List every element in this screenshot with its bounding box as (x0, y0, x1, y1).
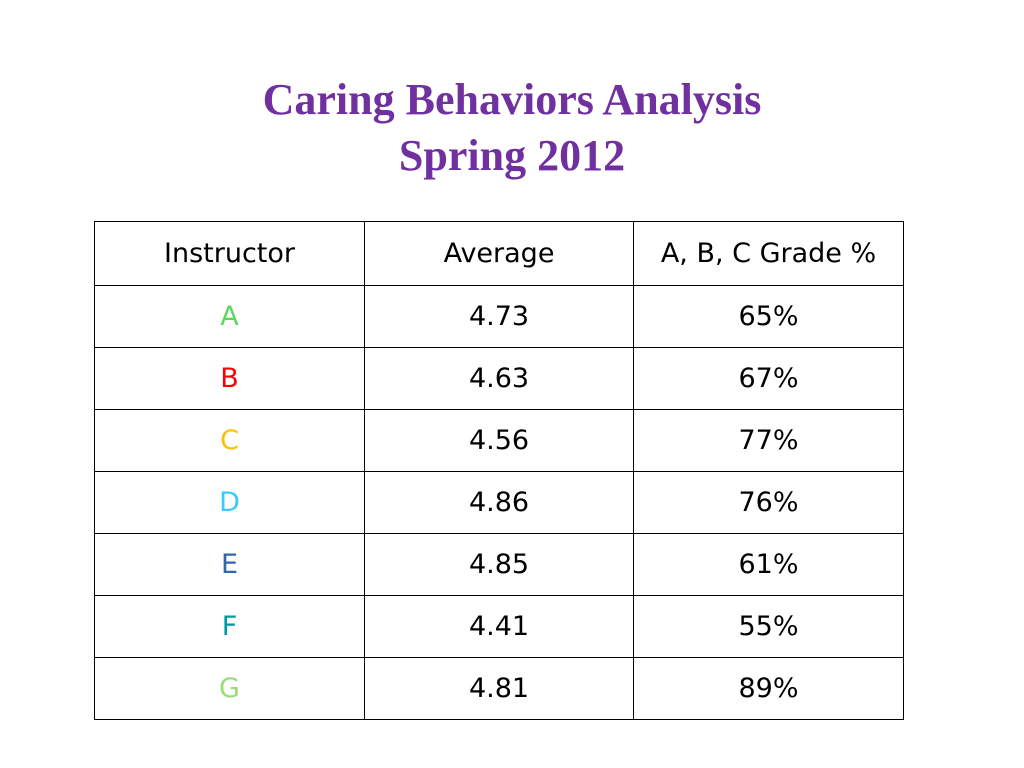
table-row: C 4.56 77% (94, 409, 904, 472)
table-row: B 4.63 67% (94, 347, 904, 410)
title-line-2: Spring 2012 (398, 131, 626, 180)
title-line-1: Caring Behaviors Analysis (262, 75, 762, 124)
table-body: A 4.73 65% B 4.63 67% C 4.56 77% D 4.86 … (94, 285, 904, 720)
grade-pct-cell: 61% (633, 533, 904, 596)
table-row: D 4.86 76% (94, 471, 904, 534)
results-table: Instructor Average A, B, C Grade % A 4.7… (94, 221, 904, 720)
header-grade-pct: A, B, C Grade % (633, 221, 904, 286)
slide-title: Caring Behaviors Analysis Spring 2012 (0, 72, 1024, 184)
grade-pct-cell: 67% (633, 347, 904, 410)
instructor-cell: B (94, 347, 365, 410)
grade-pct-cell: 65% (633, 285, 904, 348)
average-cell: 4.85 (364, 533, 634, 596)
table-row: F 4.41 55% (94, 595, 904, 658)
table-row: E 4.85 61% (94, 533, 904, 596)
grade-pct-cell: 77% (633, 409, 904, 472)
instructor-cell: D (94, 471, 365, 534)
grade-pct-cell: 76% (633, 471, 904, 534)
header-row: Instructor Average A, B, C Grade % (94, 221, 904, 286)
instructor-cell: F (94, 595, 365, 658)
average-cell: 4.73 (364, 285, 634, 348)
instructor-cell: G (94, 657, 365, 720)
average-cell: 4.63 (364, 347, 634, 410)
instructor-cell: A (94, 285, 365, 348)
table-row: G 4.81 89% (94, 657, 904, 720)
average-cell: 4.86 (364, 471, 634, 534)
header-instructor: Instructor (94, 221, 365, 286)
average-cell: 4.41 (364, 595, 634, 658)
table-row: A 4.73 65% (94, 285, 904, 348)
grade-pct-cell: 55% (633, 595, 904, 658)
average-cell: 4.56 (364, 409, 634, 472)
header-average: Average (364, 221, 634, 286)
average-cell: 4.81 (364, 657, 634, 720)
instructor-cell: C (94, 409, 365, 472)
instructor-cell: E (94, 533, 365, 596)
grade-pct-cell: 89% (633, 657, 904, 720)
